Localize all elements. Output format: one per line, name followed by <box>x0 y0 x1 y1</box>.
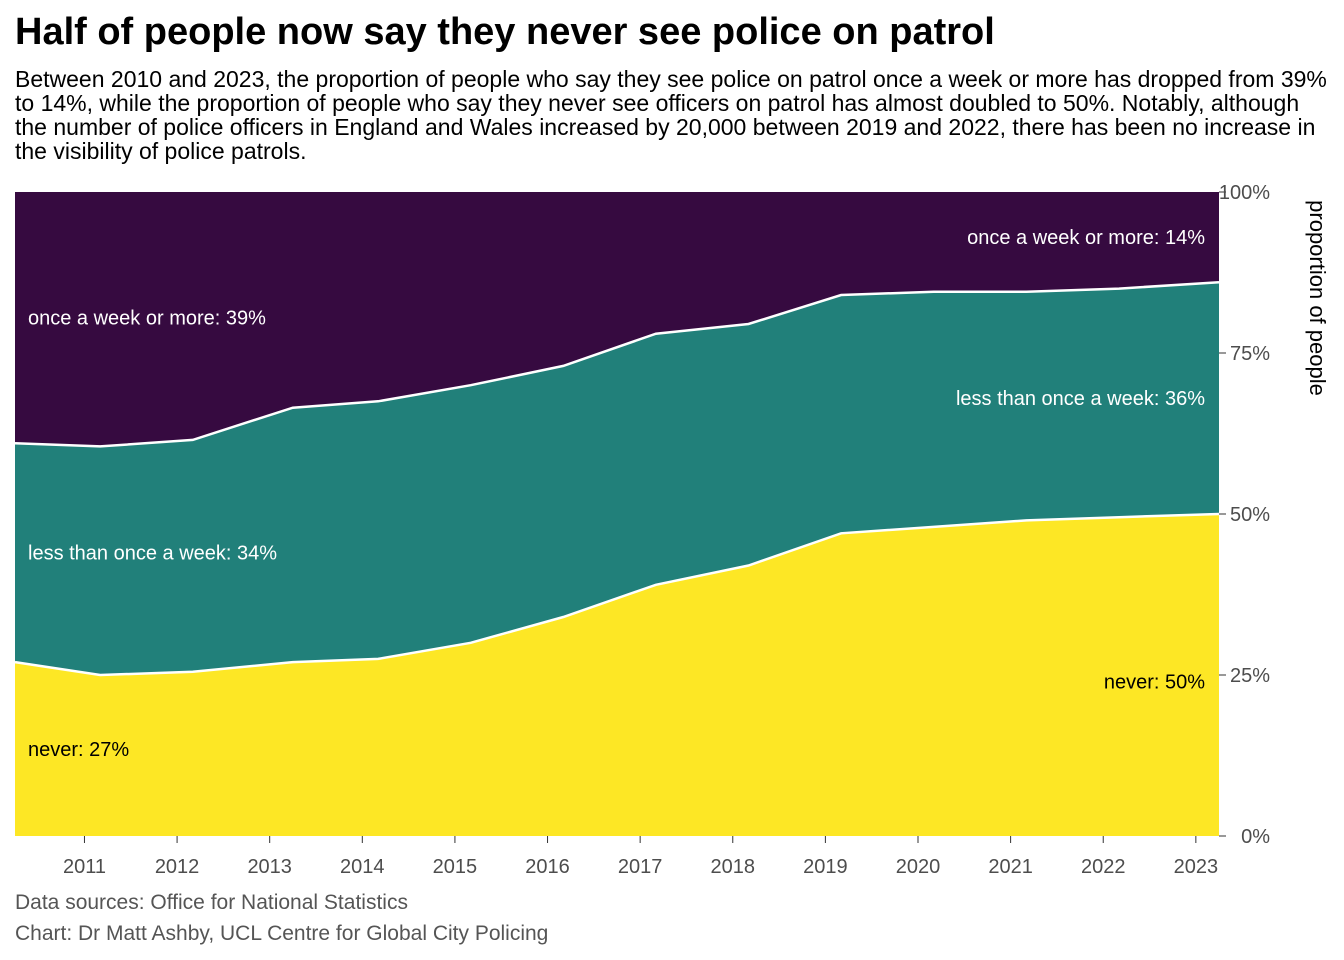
x-tick-label: 2013 <box>247 856 292 878</box>
area-label-less_than_weekly-end: less than once a week: 36% <box>956 388 1205 410</box>
y-tick-label: 0% <box>1241 826 1270 848</box>
x-tick-label: 2017 <box>618 856 663 878</box>
y-tick-label: 75% <box>1230 343 1270 365</box>
y-tick-label: 25% <box>1230 665 1270 687</box>
y-tick-label: 50% <box>1230 504 1270 526</box>
y-tick-label: 100% <box>1219 182 1270 204</box>
x-tick-label: 2011 <box>63 856 106 878</box>
boundary-line-less_than_weekly <box>14 280 1220 448</box>
boundary-lines <box>14 280 1220 677</box>
x-tick-label: 2015 <box>433 856 478 878</box>
x-tick-label: 2018 <box>711 856 756 878</box>
area-never <box>15 514 1219 836</box>
area-label-less_than_weekly-start: less than once a week: 34% <box>28 543 277 565</box>
x-tick-label: 2014 <box>340 856 385 878</box>
x-tick-label: 2020 <box>896 856 941 878</box>
area-weekly_or_more <box>15 192 1219 447</box>
area-layers <box>15 192 1219 836</box>
x-tick-label: 2012 <box>155 856 200 878</box>
x-tick-label: 2019 <box>803 856 848 878</box>
y-axis: 0% 25% 50% 75% 100% <box>1219 182 1270 848</box>
x-axis: 2011 2012 2013 2014 2015 2016 2017 2018 2019 2020… <box>63 836 1218 878</box>
credit-caption: Chart: Dr Matt Ashby, UCL Centre for Glo… <box>15 922 549 945</box>
x-tick-label: 2021 <box>988 856 1033 878</box>
area-label-weekly_or_more-end: once a week or more: 14% <box>967 227 1205 249</box>
y-axis-label: proportion of people <box>1305 200 1330 396</box>
area-less_than_weekly <box>15 282 1219 675</box>
area-label-never-start: never: 27% <box>28 739 129 761</box>
x-tick-label: 2023 <box>1174 856 1219 878</box>
boundary-line-never <box>14 512 1220 677</box>
x-tick-label: 2022 <box>1081 856 1126 878</box>
source-caption: Data sources: Office for National Statis… <box>15 891 408 914</box>
area-label-never-end: never: 50% <box>1104 671 1205 693</box>
chart-subtitle: Between 2010 and 2023, the proportion of… <box>15 66 1327 164</box>
area-label-weekly_or_more-start: once a week or more: 39% <box>28 308 266 330</box>
area-labels: once a week or more: 39% less than once a… <box>28 227 1205 761</box>
x-tick-label: 2016 <box>525 856 570 878</box>
chart-title: Half of people now say they never see po… <box>15 11 995 53</box>
